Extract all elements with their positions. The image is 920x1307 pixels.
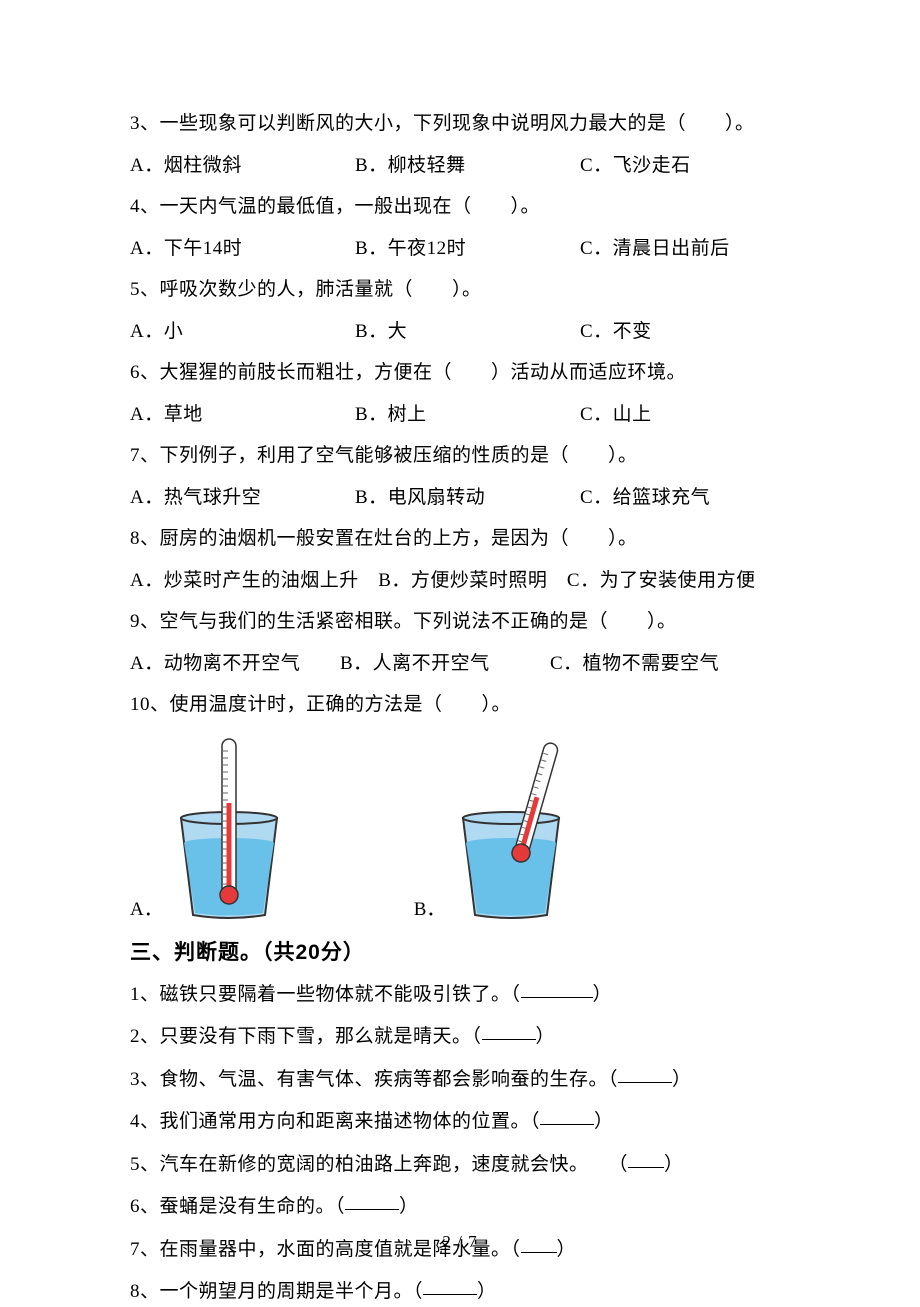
j4-post: ） <box>594 1111 614 1132</box>
q3-opt-a: A．烟柱微斜 <box>130 152 355 181</box>
q10-images: A． B． <box>130 733 790 923</box>
q10-opt-a-label: A． <box>130 900 163 923</box>
q4-opt-b: B．午夜12时 <box>355 235 580 264</box>
j8-post: ） <box>477 1281 497 1302</box>
q6-opt-c: C．山上 <box>580 401 790 430</box>
j6-post: ） <box>399 1196 419 1217</box>
q5-options: A．小 B．大 C．不变 <box>130 318 790 347</box>
j3: 3、食物、气温、有害气体、疾病等都会影响蚕的生存。（ ） <box>130 1065 790 1095</box>
j3-pre: 3、食物、气温、有害气体、疾病等都会影响蚕的生存。（ <box>130 1069 618 1090</box>
q3-options: A．烟柱微斜 B．柳枝轻舞 C．飞沙走石 <box>130 152 790 181</box>
j1-pre: 1、磁铁只要隔着一些物体就不能吸引铁了。（ <box>130 984 521 1005</box>
q9-opt-a: A．动物离不开空气 <box>130 650 340 679</box>
thermometer-b-icon <box>451 733 571 923</box>
j2: 2、只要没有下雨下雪，那么就是晴天。（ ） <box>130 1022 790 1052</box>
q5-opt-b: B．大 <box>355 318 580 347</box>
q4-opt-c: C．清晨日出前后 <box>580 235 790 264</box>
q7-options: A．热气球升空 B．电风扇转动 C．给篮球充气 <box>130 484 790 513</box>
q5-opt-a: A．小 <box>130 318 355 347</box>
q7-opt-a: A．热气球升空 <box>130 484 355 513</box>
q9-opt-c: C．植物不需要空气 <box>550 650 790 679</box>
q8-stem: 8、厨房的油烟机一般安置在灶台的上方，是因为（ ）。 <box>130 525 790 554</box>
q6-opt-b: B．树上 <box>355 401 580 430</box>
q4-options: A．下午14时 B．午夜12时 C．清晨日出前后 <box>130 235 790 264</box>
j1: 1、磁铁只要隔着一些物体就不能吸引铁了。（ ） <box>130 980 790 1010</box>
j6-pre: 6、蚕蛹是没有生命的。（ <box>130 1196 345 1217</box>
q7-opt-b: B．电风扇转动 <box>355 484 580 513</box>
j2-pre: 2、只要没有下雨下雪，那么就是晴天。（ <box>130 1026 482 1047</box>
thermometer-a-icon <box>169 733 289 923</box>
q6-options: A．草地 B．树上 C．山上 <box>130 401 790 430</box>
j5-pre: 5、汽车在新修的宽阔的柏油路上奔跑，速度就会快。 （ <box>130 1154 628 1175</box>
q9-opt-b: B．人离不开空气 <box>340 650 550 679</box>
q10-opt-b-label: B． <box>414 900 446 923</box>
q6-opt-a: A．草地 <box>130 401 355 430</box>
q7-stem: 7、下列例子，利用了空气能够被压缩的性质的是（ ）。 <box>130 442 790 471</box>
q9-stem: 9、空气与我们的生活紧密相联。下列说法不正确的是（ ）。 <box>130 608 790 637</box>
j8-pre: 8、一个朔望月的周期是半个月。（ <box>130 1281 423 1302</box>
j2-post: ） <box>536 1026 556 1047</box>
q8-options: A．炒菜时产生的油烟上升 B．方便炒菜时照明 C．为了安装使用方便 <box>130 567 790 596</box>
j8: 8、一个朔望月的周期是半个月。（ ） <box>130 1277 790 1307</box>
j5: 5、汽车在新修的宽阔的柏油路上奔跑，速度就会快。 （ ） <box>130 1150 790 1180</box>
j3-blank <box>618 1063 672 1083</box>
q4-opt-a: A．下午14时 <box>130 235 355 264</box>
q3-opt-b: B．柳枝轻舞 <box>355 152 580 181</box>
j8-blank <box>423 1275 477 1295</box>
q10-stem: 10、使用温度计时，正确的方法是（ ）。 <box>130 691 790 720</box>
q5-opt-c: C．不变 <box>580 318 790 347</box>
j3-post: ） <box>672 1069 692 1090</box>
q9-options: A．动物离不开空气 B．人离不开空气 C．植物不需要空气 <box>130 650 790 679</box>
q7-opt-c: C．给篮球充气 <box>580 484 790 513</box>
q6-stem: 6、大猩猩的前肢长而粗壮，方便在（ ）活动从而适应环境。 <box>130 359 790 388</box>
q3-stem: 3、一些现象可以判断风的大小，下列现象中说明风力最大的是（ ）。 <box>130 110 790 139</box>
q4-stem: 4、一天内气温的最低值，一般出现在（ ）。 <box>130 193 790 222</box>
page: 3、一些现象可以判断风的大小，下列现象中说明风力最大的是（ ）。 A．烟柱微斜 … <box>0 0 920 1302</box>
j1-post: ） <box>593 984 613 1005</box>
section3-title: 三、判断题。（共20分） <box>130 936 790 966</box>
j2-blank <box>482 1020 536 1040</box>
q3-opt-c: C．飞沙走石 <box>580 152 790 181</box>
j6-blank <box>345 1190 399 1210</box>
j4-blank <box>540 1105 594 1125</box>
j1-blank <box>521 978 593 998</box>
q5-stem: 5、呼吸次数少的人，肺活量就（ ）。 <box>130 276 790 305</box>
j5-blank <box>628 1148 664 1168</box>
j4-pre: 4、我们通常用方向和距离来描述物体的位置。（ <box>130 1111 540 1132</box>
j4: 4、我们通常用方向和距离来描述物体的位置。（ ） <box>130 1107 790 1137</box>
j5-post: ） <box>664 1154 684 1175</box>
j6: 6、蚕蛹是没有生命的。（ ） <box>130 1192 790 1222</box>
page-number: 2 / 7 <box>0 1232 920 1252</box>
